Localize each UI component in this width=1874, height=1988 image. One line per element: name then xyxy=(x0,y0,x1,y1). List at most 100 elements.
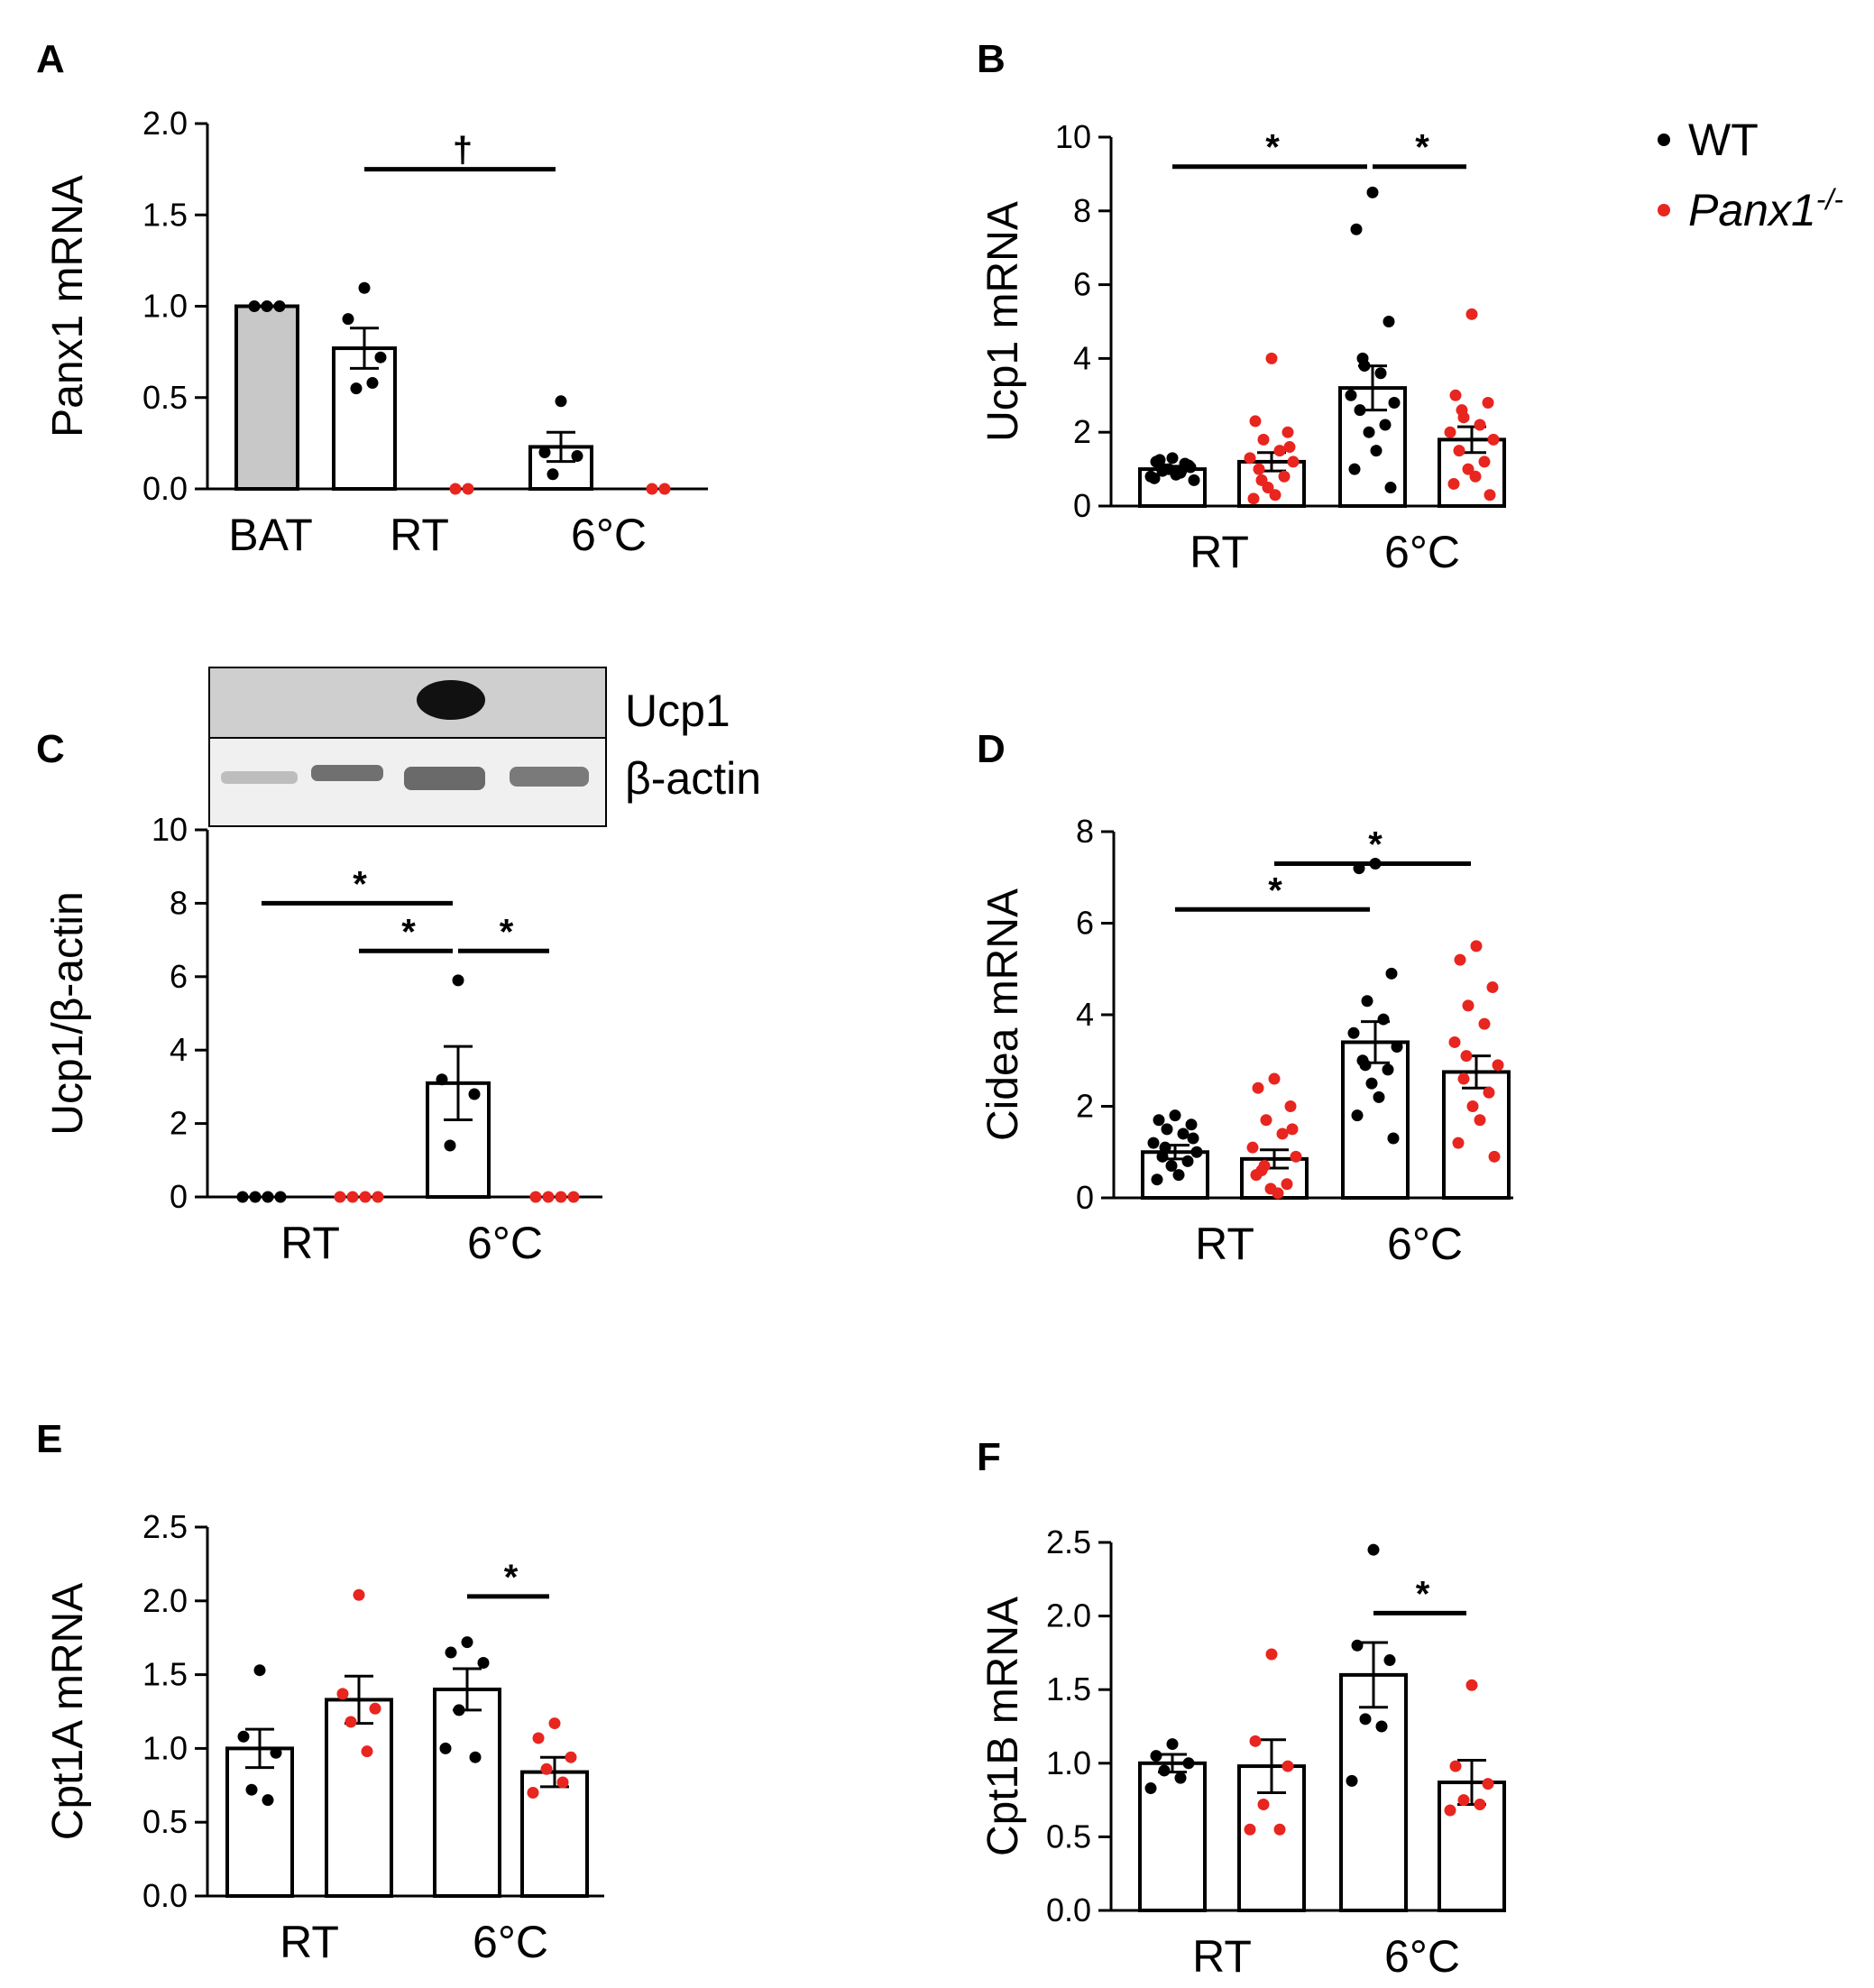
data-point xyxy=(1359,1713,1372,1726)
data-point xyxy=(261,300,273,312)
data-point xyxy=(1466,1100,1479,1112)
data-point xyxy=(461,1636,473,1649)
data-point xyxy=(1265,352,1278,364)
data-point xyxy=(444,1139,456,1152)
data-point xyxy=(1169,1109,1181,1122)
data-point xyxy=(369,1702,381,1715)
data-point xyxy=(1465,308,1478,320)
bar xyxy=(1339,1672,1408,1912)
data-point xyxy=(1144,1782,1157,1795)
data-point xyxy=(1158,1764,1171,1777)
y-tick-label: 4 xyxy=(1073,339,1091,376)
data-point xyxy=(1247,492,1260,505)
legend-ko-sup: -/- xyxy=(1816,183,1843,216)
data-point xyxy=(1187,1132,1199,1145)
data-point xyxy=(1474,419,1486,431)
panel-c: C 0 2 4 6 8 10 Ucp1/β-actin RT 6°C * * * xyxy=(36,727,602,1268)
data-point xyxy=(1351,1109,1364,1122)
data-point xyxy=(1474,1798,1486,1810)
data-point xyxy=(1474,1114,1486,1127)
data-point xyxy=(1478,456,1491,468)
data-point xyxy=(1447,477,1460,490)
y-tick-label: 10 xyxy=(1055,118,1091,155)
x-category-label: BAT xyxy=(228,510,313,560)
data-point xyxy=(1249,415,1262,428)
significance-marker: * xyxy=(1268,870,1282,910)
x-category-label: RT xyxy=(1195,1219,1254,1269)
blot-ucp1-strip xyxy=(208,667,607,739)
panel-letter-b: B xyxy=(977,37,1006,81)
y-tick-label: 0.5 xyxy=(1046,1818,1091,1855)
x-category-label: RT xyxy=(280,1218,340,1268)
data-point xyxy=(336,1688,349,1700)
data-point xyxy=(547,468,559,481)
data-point xyxy=(1246,1141,1259,1154)
data-point xyxy=(1281,1178,1293,1191)
data-point xyxy=(1452,1137,1465,1149)
data-point xyxy=(1449,1760,1462,1772)
y-tick-label: 1.5 xyxy=(1046,1670,1091,1707)
data-point xyxy=(1356,352,1369,364)
data-point xyxy=(1365,1077,1378,1090)
data-point xyxy=(1286,1123,1299,1136)
y-tick-label: 6 xyxy=(1076,905,1094,942)
data-point xyxy=(1454,953,1466,966)
data-point xyxy=(1354,404,1366,417)
data-point xyxy=(1276,1127,1289,1140)
data-point xyxy=(245,1783,258,1796)
data-point xyxy=(1165,1159,1178,1172)
y-tick-label: 1.5 xyxy=(142,1656,188,1693)
data-point xyxy=(1150,1750,1162,1763)
panel-letter-a: A xyxy=(36,37,65,81)
y-tick-label: 8 xyxy=(170,884,188,921)
y-tick-label: 10 xyxy=(152,811,188,848)
data-point xyxy=(1359,1059,1372,1072)
data-point xyxy=(1486,981,1499,994)
data-point xyxy=(1375,1720,1388,1733)
x-category-label: 6°C xyxy=(467,1218,543,1268)
data-point xyxy=(1453,445,1465,457)
data-point xyxy=(1444,426,1456,438)
data-point xyxy=(1351,1639,1364,1652)
y-tick-label: 0.0 xyxy=(142,1877,188,1914)
data-point xyxy=(1482,396,1494,409)
y-tick-label: 2.0 xyxy=(142,1582,188,1619)
data-point xyxy=(350,382,363,395)
data-point xyxy=(1153,1114,1165,1127)
panel-d: D 0 2 4 6 8 Cidea mRNA RT 6°C * * xyxy=(977,727,1513,1269)
y-axis-label: Panx1 mRNA xyxy=(44,175,92,437)
data-point xyxy=(1492,1059,1504,1072)
data-point xyxy=(540,1763,553,1775)
data-point xyxy=(1253,463,1265,475)
significance-marker: * xyxy=(1265,128,1280,168)
data-point xyxy=(359,1191,372,1203)
y-tick-label: 0 xyxy=(1073,487,1091,524)
bar xyxy=(325,1698,393,1898)
significance-marker: * xyxy=(504,1558,519,1597)
data-point xyxy=(342,313,354,326)
data-point xyxy=(248,300,261,312)
data-point xyxy=(1255,474,1268,486)
data-point xyxy=(449,483,462,495)
data-point xyxy=(262,1191,274,1203)
y-tick-label: 6 xyxy=(1073,266,1091,303)
data-point xyxy=(436,1073,448,1086)
data-point xyxy=(1272,1187,1284,1200)
data-point xyxy=(1166,1738,1179,1751)
data-point xyxy=(1244,1823,1256,1836)
data-point xyxy=(1470,940,1483,953)
data-point xyxy=(262,1794,274,1807)
data-point xyxy=(270,1746,282,1759)
data-point xyxy=(1260,1114,1272,1127)
y-tick-label: 8 xyxy=(1073,192,1091,229)
data-point xyxy=(1478,1017,1491,1030)
panel-letter-c: C xyxy=(36,727,65,771)
data-point xyxy=(1257,1798,1270,1810)
bar xyxy=(1442,1070,1511,1200)
western-blot: Ucp1 β-actin xyxy=(208,667,761,827)
data-point xyxy=(1268,1072,1281,1085)
data-point xyxy=(1448,1035,1461,1048)
significance-marker: * xyxy=(353,864,367,904)
data-point xyxy=(1363,426,1375,438)
